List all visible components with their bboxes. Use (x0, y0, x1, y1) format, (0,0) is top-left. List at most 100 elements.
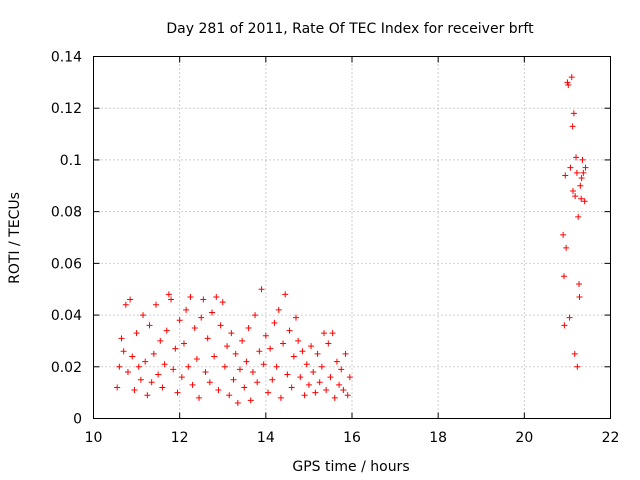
data-point (288, 384, 295, 391)
data-point (168, 296, 175, 303)
data-point (224, 343, 231, 350)
data-point (144, 392, 151, 399)
data-point (273, 363, 280, 370)
data-point (563, 244, 570, 251)
data-point (146, 322, 153, 329)
data-point (185, 363, 192, 370)
y-tick-labels: 0 0.02 0.04 0.06 0.08 0.1 0.12 0.14 (51, 50, 82, 428)
data-point (191, 325, 198, 331)
data-point (118, 335, 125, 342)
data-point (189, 381, 196, 388)
data-point (183, 306, 190, 313)
data-point (174, 389, 181, 396)
data-point (256, 348, 263, 355)
data-point (226, 392, 233, 399)
data-point (292, 314, 299, 321)
data-point (269, 376, 276, 383)
data-point (264, 389, 271, 396)
data-point (582, 164, 589, 171)
data-point (323, 387, 330, 394)
y-tick-label: 0.02 (51, 360, 82, 376)
data-point (219, 299, 226, 306)
data-point (286, 327, 293, 334)
data-point (206, 379, 213, 386)
data-point (308, 343, 315, 350)
data-point (170, 366, 177, 373)
data-point (581, 198, 588, 205)
data-point (249, 368, 256, 375)
x-tick-label: 10 (85, 430, 103, 446)
data-point (172, 345, 179, 352)
data-point (284, 371, 291, 378)
data-point (336, 381, 343, 388)
data-point (578, 175, 585, 182)
data-point (114, 384, 121, 391)
data-point (254, 379, 261, 386)
data-point (262, 332, 269, 339)
data-point (331, 394, 338, 401)
data-point (159, 384, 166, 391)
data-point (329, 330, 336, 337)
data-point (228, 330, 235, 337)
y-tick-label: 0.06 (51, 256, 82, 272)
data-point (344, 392, 351, 399)
data-point (575, 213, 582, 220)
data-point (122, 301, 129, 308)
y-tick-label: 0.12 (51, 101, 82, 117)
data-point (243, 358, 250, 365)
y-tick-label: 0.14 (51, 50, 82, 66)
data-point (234, 399, 241, 406)
x-axis-label: GPS time / hours (292, 459, 409, 475)
data-point (310, 368, 317, 375)
data-point (208, 309, 215, 316)
data-point (297, 374, 304, 381)
y-tick-label: 0.04 (51, 308, 82, 324)
data-point (340, 387, 347, 394)
data-point (299, 348, 306, 355)
data-point (252, 312, 259, 319)
x-tick-label: 14 (257, 430, 275, 446)
data-point (200, 296, 207, 303)
data-point (193, 356, 200, 363)
data-point (150, 350, 157, 357)
data-point (564, 79, 571, 86)
y-tick-label: 0.1 (60, 153, 82, 169)
data-point (574, 363, 581, 370)
x-tick-label: 20 (515, 430, 533, 446)
data-point (560, 231, 567, 238)
grid-lines (93, 56, 611, 419)
data-point (236, 366, 243, 373)
data-point (565, 81, 572, 88)
data-point (245, 325, 252, 331)
data-point (116, 363, 123, 370)
data-point (157, 337, 164, 344)
data-point (142, 358, 149, 365)
data-point (290, 353, 297, 360)
data-point (571, 350, 578, 357)
data-point (346, 374, 353, 381)
data-point (578, 195, 585, 202)
data-point (131, 387, 138, 394)
data-point (204, 335, 211, 342)
data-point (282, 291, 289, 298)
data-point (567, 164, 574, 171)
data-point (140, 312, 147, 319)
data-point (267, 345, 274, 352)
data-point (570, 187, 577, 194)
data-point (148, 379, 155, 386)
data-point (576, 281, 583, 288)
data-point (176, 317, 183, 324)
data-point (221, 363, 228, 370)
data-point (573, 154, 580, 161)
data-point (239, 337, 246, 344)
data-point (561, 322, 568, 329)
x-tick-labels: 10 12 14 16 18 20 22 (85, 430, 620, 446)
data-point (275, 306, 282, 313)
data-point (318, 363, 325, 370)
data-point (314, 350, 321, 357)
data-point (124, 368, 131, 375)
data-point (572, 193, 579, 200)
x-tick-label: 18 (429, 430, 447, 446)
data-point (198, 314, 205, 321)
data-points (114, 74, 589, 406)
